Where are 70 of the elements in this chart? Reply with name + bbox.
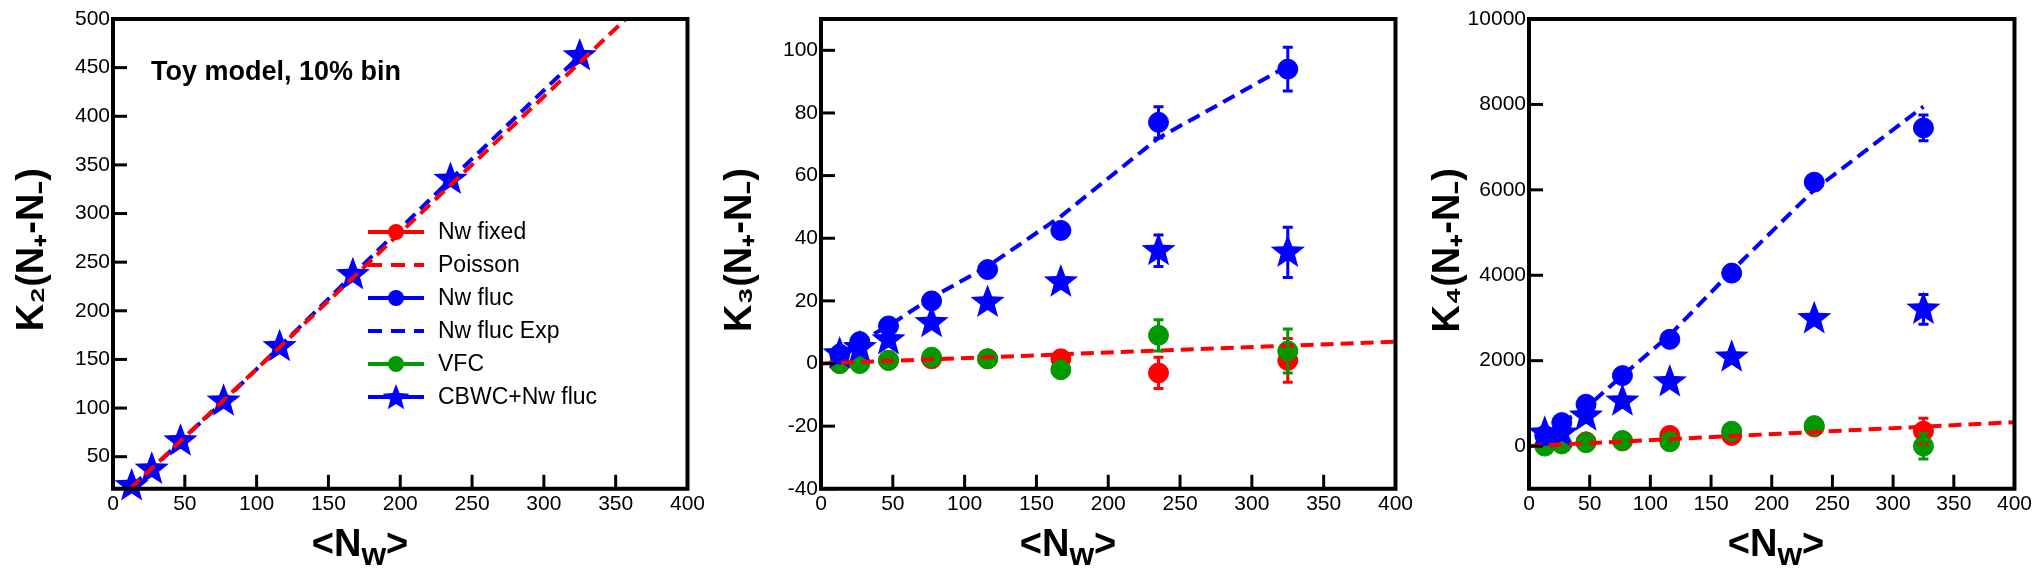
point xyxy=(1050,359,1072,381)
legend-label: VFC xyxy=(438,350,484,377)
y-tick-label: 400 xyxy=(74,103,110,127)
x-tick-label: 100 xyxy=(1632,491,1668,515)
y-tick-label: 50 xyxy=(86,443,110,467)
y-tick-label: -40 xyxy=(787,475,818,499)
point xyxy=(1797,300,1832,334)
y-tick-label: 200 xyxy=(74,297,110,321)
x-tick-label: 250 xyxy=(1162,491,1198,515)
x-tick-label: 300 xyxy=(1234,491,1270,515)
y-tick-label: 350 xyxy=(74,151,110,175)
x-tick-label: 250 xyxy=(1814,491,1850,515)
y-tick-label: 500 xyxy=(74,5,110,29)
x-tick-label: 150 xyxy=(310,491,346,515)
y-tick-label: 450 xyxy=(74,54,110,78)
x-tick-label: 300 xyxy=(526,491,562,515)
point xyxy=(1050,219,1072,241)
y-tick-label: 8000 xyxy=(1479,91,1526,115)
point xyxy=(1043,264,1078,297)
y-tick-label: 150 xyxy=(74,346,110,370)
y-tick-label: 2000 xyxy=(1479,347,1526,371)
x-tick-label: 300 xyxy=(1875,491,1911,515)
point xyxy=(1714,339,1749,372)
annotation: Toy model, 10% bin xyxy=(151,55,402,86)
legend-label: Nw fluc Exp xyxy=(438,317,560,344)
point xyxy=(842,329,877,363)
y-tick-label: 80 xyxy=(794,99,818,123)
x-axis-title: <N$_{w}$> xyxy=(1019,522,1117,573)
x-tick-label: 50 xyxy=(173,491,197,515)
x-axis-title: <N$_{w}$> xyxy=(311,522,409,573)
y-axis-title: K₄(N₊-N₋) xyxy=(1424,167,1468,333)
legend-label: Poisson xyxy=(438,251,520,278)
point xyxy=(1652,364,1687,397)
point xyxy=(1605,383,1640,416)
y-tick-label: 4000 xyxy=(1479,262,1526,286)
x-tick-label: 250 xyxy=(454,491,490,515)
y-tick-label: 60 xyxy=(794,162,818,186)
x-axis-title: <N$_{w}$> xyxy=(1727,522,1825,573)
y-tick-label: 40 xyxy=(794,225,818,249)
x-tick-label: 350 xyxy=(1936,491,1972,515)
x-tick-label: 150 xyxy=(1018,491,1054,515)
legend-label: Nw fixed xyxy=(438,218,527,245)
x-tick-label: 50 xyxy=(881,491,905,515)
x-tick-label: 50 xyxy=(1578,491,1602,515)
y-tick-label: 0 xyxy=(806,350,818,374)
y-tick-label: 100 xyxy=(74,394,110,418)
x-tick-label: 150 xyxy=(1693,491,1729,515)
x-tick-label: 200 xyxy=(1090,491,1126,515)
y-tick-label: 10000 xyxy=(1467,5,1526,29)
y-tick-label: -20 xyxy=(787,412,818,436)
x-tick-label: 400 xyxy=(1996,491,2032,515)
y-axis-title: K₂(N₊-N₋) xyxy=(8,168,52,332)
y-tick-label: 100 xyxy=(782,37,818,61)
x-tick-label: 350 xyxy=(598,491,634,515)
y-tick-label: 6000 xyxy=(1479,176,1526,200)
y-axis-title: K₃(N₊-N₋) xyxy=(716,168,760,332)
y-tick-label: 250 xyxy=(74,248,110,272)
x-tick-label: 100 xyxy=(239,491,275,515)
x-tick-label: 200 xyxy=(382,491,418,515)
y-tick-label: 0 xyxy=(1514,432,1526,456)
x-tick-label: 350 xyxy=(1306,491,1342,515)
x-tick-label: 400 xyxy=(1377,491,1413,515)
y-tick-label: 20 xyxy=(794,287,818,311)
x-tick-label: 200 xyxy=(1754,491,1790,515)
point xyxy=(970,284,1005,318)
legend-label: CBWC+Nw fluc xyxy=(438,383,598,410)
legend-label: Nw fluc xyxy=(438,284,514,311)
x-tick-label: 400 xyxy=(669,491,705,515)
y-tick-label: 300 xyxy=(74,200,110,224)
x-tick-label: 100 xyxy=(947,491,983,515)
